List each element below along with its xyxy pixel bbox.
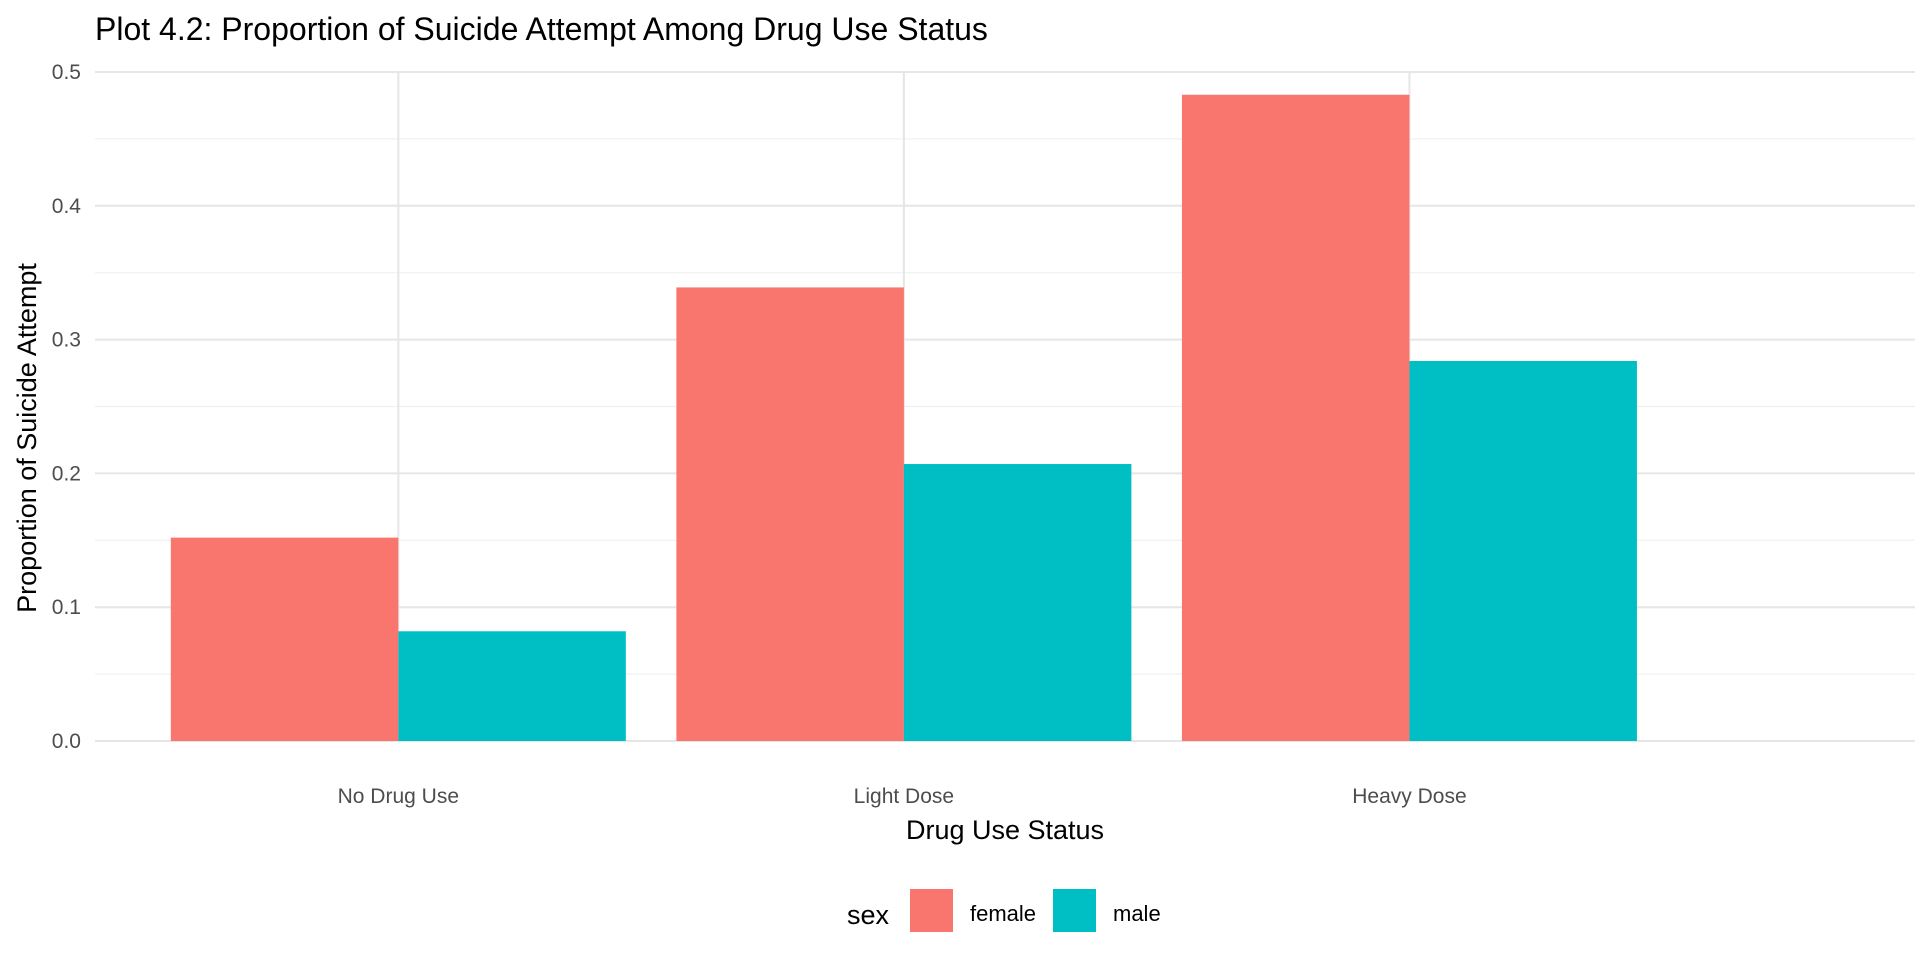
y-axis-title: Proportion of Suicide Attempt xyxy=(12,263,42,613)
x-axis-title: Drug Use Status xyxy=(906,815,1104,845)
bar-female xyxy=(676,287,904,741)
legend: sex female male xyxy=(847,889,1161,932)
bars xyxy=(170,94,1637,742)
y-tick-label: 0.2 xyxy=(52,462,81,485)
y-tick-label: 0.4 xyxy=(52,195,82,218)
bar-female xyxy=(1181,94,1410,742)
legend-swatch-female xyxy=(910,889,953,932)
x-tick-label: Light Dose xyxy=(854,785,954,808)
legend-title: sex xyxy=(847,900,890,930)
chart-title: Plot 4.2: Proportion of Suicide Attempt … xyxy=(95,11,988,47)
legend-label-male: male xyxy=(1113,901,1161,926)
y-tick-label: 0.0 xyxy=(52,730,81,753)
legend-swatch-male xyxy=(1053,889,1096,932)
legend-label-female: female xyxy=(970,901,1036,926)
x-tick-label: Heavy Dose xyxy=(1352,785,1466,808)
y-axis-ticks: 0.0 0.1 0.2 0.3 0.4 0.5 xyxy=(52,61,82,753)
bar-male xyxy=(398,631,626,741)
x-tick-label: No Drug Use xyxy=(338,785,459,808)
bar-female xyxy=(170,537,399,741)
y-tick-label: 0.5 xyxy=(52,61,81,84)
y-tick-label: 0.3 xyxy=(52,329,81,352)
y-tick-label: 0.1 xyxy=(52,596,81,619)
x-axis-ticks: No Drug Use Light Dose Heavy Dose xyxy=(338,785,1467,808)
bar-male xyxy=(1409,361,1637,741)
bar-male xyxy=(903,464,1132,741)
